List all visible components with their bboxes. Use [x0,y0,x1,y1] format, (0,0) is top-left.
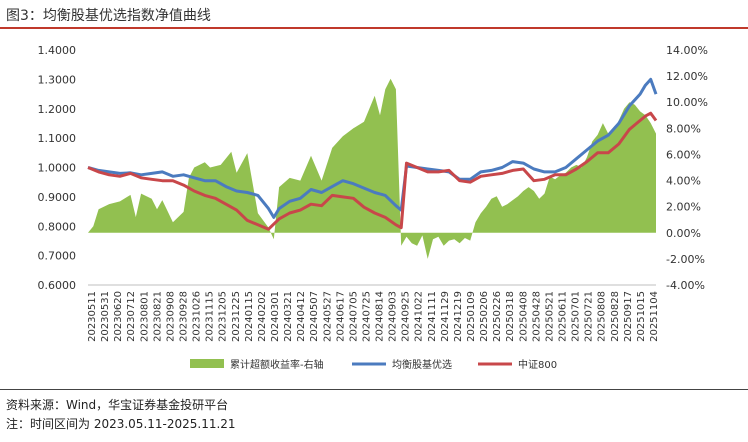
x-tick-label: 20230712 [126,291,137,342]
x-tick-label: 20230908 [165,291,176,342]
x-tick-label: 20250611 [558,291,569,342]
x-tick-label: 20230801 [139,291,150,342]
source-rule [0,389,748,390]
balanced-fund-line [87,77,658,219]
x-tick-label: 20240202 [257,291,268,342]
x-tick-label: 20250109 [466,291,477,342]
x-tick-label: 20231205 [218,291,229,342]
legend-label: 中证800 [518,358,557,371]
x-tick-label: 20241219 [453,291,464,342]
x-tick-label: 20240903 [388,291,399,342]
y-right-tick-label: 2.00% [666,201,701,214]
y-right-tick-label: 6.00% [666,148,701,161]
x-tick-label: 20250428 [531,291,542,342]
y-right-tick-label: 14.00% [666,44,708,57]
x-tick-label: 20240301 [270,291,281,342]
y-right-tick-label: 10.00% [666,96,708,109]
y-right-tick-label: -4.00% [666,279,705,292]
y-right-tick-label: -2.00% [666,253,705,266]
y-left-tick-label: 0.6000 [38,279,77,292]
x-tick-label: 20240115 [244,291,255,342]
x-tick-label: 20251104 [649,291,660,342]
x-tick-label: 20240705 [348,291,359,342]
x-tick-label: 20241022 [414,291,425,342]
x-tick-label: 20250701 [571,291,582,342]
y-left-tick-label: 1.2000 [38,103,77,116]
legend-swatch-excess [190,359,224,368]
chart: 0.6000 0.7000 0.8000 0.9000 1.0000 1.1000 1.20… [0,30,748,385]
y-right-tick-label: 0.00% [666,227,701,240]
chart-svg: 0.6000 0.7000 0.8000 0.9000 1.0000 1.1000 1.20… [38,44,708,371]
y-left-tick-label: 0.9000 [38,191,77,204]
x-tick-label: 20240412 [296,291,307,342]
x-tick-label: 20241111 [427,291,438,342]
x-tick-label: 20240814 [375,291,386,342]
note-text: 注：时间区间为 2023.05.11-2025.11.21 [6,417,236,431]
x-tick-label: 20230511 [87,291,98,342]
excess-return-area [88,78,656,259]
legend-label: 均衡股基优选 [392,358,452,371]
x-tick-label: 20231026 [192,291,203,342]
csi800-line [87,111,658,231]
y-left-tick-label: 0.8000 [38,220,77,233]
x-tick-label: 20240725 [362,291,373,342]
x-tick-label: 20231115 [205,291,216,342]
x-tick-label: 20250721 [584,291,595,342]
y-right-tick-label: 12.00% [666,70,708,83]
x-tick-label: 20230531 [100,291,111,342]
y-left-tick-label: 1.3000 [38,73,77,86]
x-tick-label: 20250408 [518,291,529,342]
x-tick-label: 20240617 [335,291,346,342]
x-tick-label: 20240321 [283,291,294,342]
y-right-tick-label: 8.00% [666,122,701,135]
x-tick-label: 20250226 [492,291,503,342]
title-rule [0,27,748,29]
x-tick-label: 20250828 [610,291,621,342]
x-tick-label: 20250318 [505,291,516,342]
x-tick-label: 20250521 [544,291,555,342]
x-tick-label: 20240527 [322,291,333,342]
x-tick-label: 20240925 [401,291,412,342]
x-tick-label: 20230620 [113,291,124,342]
x-tick-label: 20240507 [309,291,320,342]
x-tick-label: 20230928 [179,291,190,342]
x-tick-label: 20231225 [231,291,242,342]
x-tick-label: 20250808 [597,291,608,342]
legend-label: 累计超额收益率-右轴 [230,358,324,371]
y-left-tick-label: 1.1000 [38,132,77,145]
source-text: 资料来源：Wind，华宝证券基金投研平台 [6,398,229,412]
x-tick-label: 20250206 [479,291,490,342]
x-tick-label: 20251015 [636,291,647,342]
y-left-tick-label: 1.4000 [38,44,77,57]
x-tick-label: 20250917 [623,291,634,342]
y-right-tick-label: 4.00% [666,175,701,188]
y-left-tick-label: 0.7000 [38,250,77,263]
figure-title: 图3：均衡股基优选指数净值曲线 [6,8,211,24]
y-left-tick-label: 1.0000 [38,162,77,175]
x-tick-label: 20241129 [440,291,451,342]
x-tick-label: 20230821 [152,291,163,342]
